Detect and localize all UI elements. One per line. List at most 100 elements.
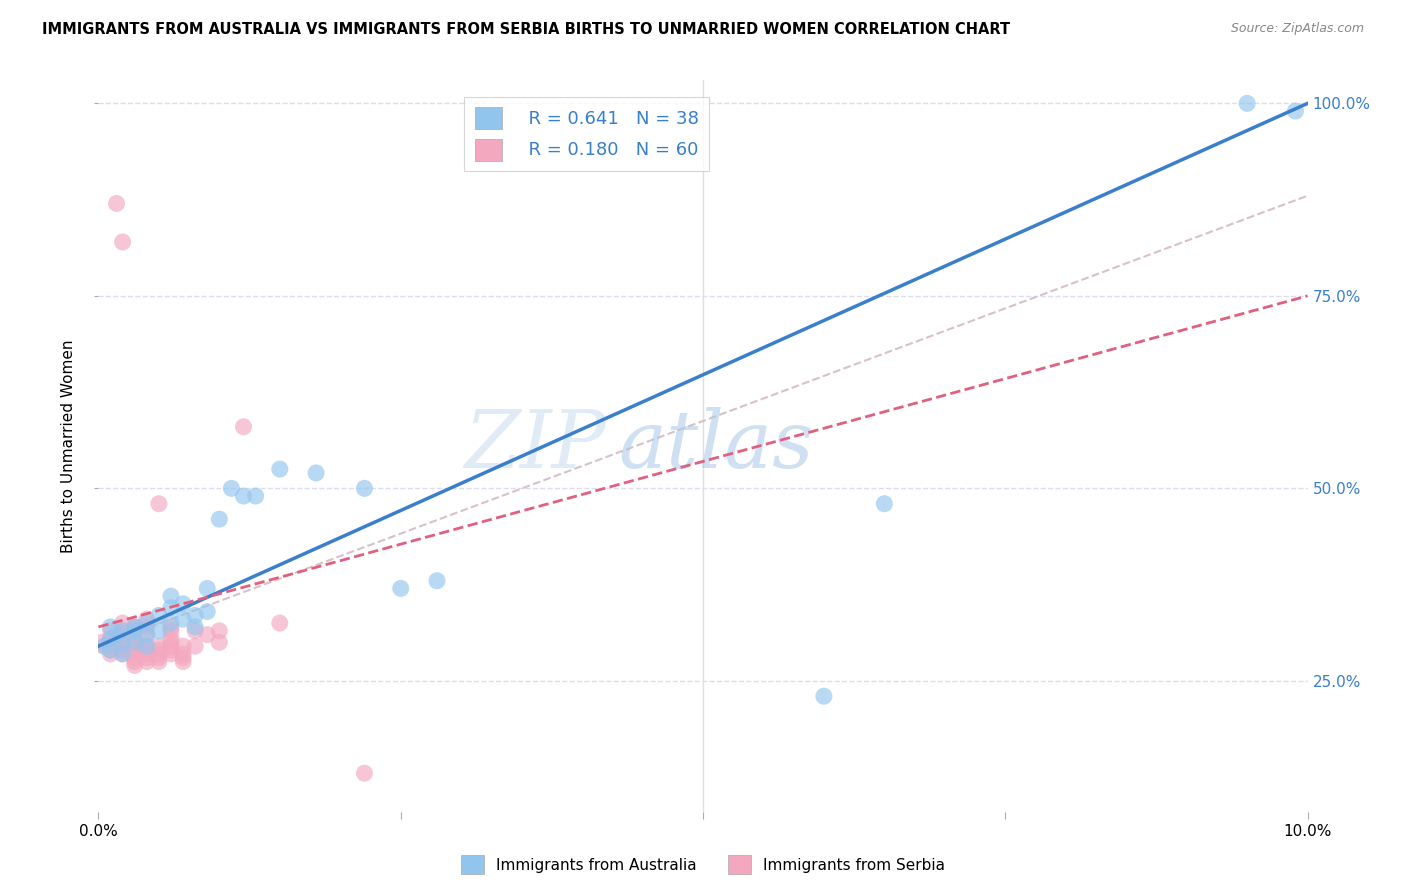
Point (111, 639, 134, 653)
Point (124, 620, 146, 634)
Point (232, 419, 254, 434)
Point (172, 597, 194, 611)
Point (100, 635, 122, 649)
Point (1284, 104, 1306, 119)
Point (135, 639, 157, 653)
Point (269, 616, 291, 631)
Point (124, 650, 146, 665)
Point (172, 639, 194, 653)
Text: ZIP: ZIP (464, 408, 606, 484)
Point (353, 766, 375, 780)
Point (148, 497, 170, 511)
Point (124, 632, 146, 646)
Point (148, 647, 170, 661)
Point (148, 624, 170, 638)
Point (172, 647, 194, 661)
Point (135, 650, 157, 665)
Point (124, 658, 146, 673)
Point (100, 620, 122, 634)
Point (100, 632, 122, 646)
Point (160, 632, 183, 646)
Point (124, 655, 146, 669)
Point (105, 196, 128, 211)
Point (111, 647, 134, 661)
Point (195, 582, 218, 596)
Point (426, 574, 449, 588)
Point (195, 627, 218, 641)
Point (221, 481, 243, 495)
Point (148, 655, 170, 669)
Point (148, 643, 170, 657)
Point (353, 481, 375, 495)
Point (111, 624, 134, 638)
Point (160, 643, 183, 657)
Point (100, 643, 122, 657)
Point (813, 690, 835, 704)
Point (124, 635, 146, 649)
Point (111, 647, 134, 661)
Point (111, 635, 134, 649)
Point (195, 605, 218, 619)
Point (148, 608, 170, 623)
Point (111, 632, 134, 646)
Point (135, 647, 157, 661)
Point (160, 600, 183, 615)
Point (160, 624, 183, 638)
Point (208, 512, 231, 526)
Point (135, 627, 157, 641)
Point (111, 635, 134, 649)
Point (172, 650, 194, 665)
Point (172, 612, 194, 626)
Point (124, 620, 146, 634)
Point (184, 639, 207, 653)
Point (100, 632, 122, 646)
Point (305, 466, 328, 480)
Point (124, 624, 146, 638)
Point (124, 635, 146, 649)
Point (135, 639, 157, 653)
Point (105, 627, 128, 641)
Point (148, 650, 170, 665)
Point (245, 489, 267, 503)
Y-axis label: Births to Unmarried Women: Births to Unmarried Women (60, 339, 76, 553)
Point (135, 620, 157, 634)
Point (91, 635, 114, 649)
Point (135, 655, 157, 669)
Point (208, 624, 231, 638)
Point (160, 616, 183, 631)
Point (100, 647, 122, 661)
Point (873, 497, 896, 511)
Point (184, 624, 207, 638)
Point (93, 639, 115, 653)
Point (124, 639, 146, 653)
Point (160, 647, 183, 661)
Point (208, 635, 231, 649)
Point (148, 639, 170, 653)
Point (135, 612, 157, 626)
Point (124, 620, 146, 634)
Point (172, 655, 194, 669)
Point (135, 643, 157, 657)
Point (1236, 96, 1258, 111)
Point (232, 489, 254, 503)
Point (100, 624, 122, 638)
Legend: Immigrants from Australia, Immigrants from Serbia: Immigrants from Australia, Immigrants fr… (456, 849, 950, 880)
Point (124, 647, 146, 661)
Point (389, 582, 412, 596)
Point (93, 639, 115, 653)
Text: atlas: atlas (619, 408, 814, 484)
Point (111, 235, 134, 249)
Point (184, 608, 207, 623)
Point (135, 616, 157, 631)
Legend:   R = 0.641   N = 38,   R = 0.180   N = 60: R = 0.641 N = 38, R = 0.180 N = 60 (464, 96, 709, 171)
Point (100, 639, 122, 653)
Point (135, 627, 157, 641)
Point (160, 589, 183, 603)
Point (111, 616, 134, 631)
Point (111, 643, 134, 657)
Point (111, 624, 134, 638)
Point (184, 620, 207, 634)
Point (269, 462, 291, 476)
Point (160, 620, 183, 634)
Point (160, 635, 183, 649)
